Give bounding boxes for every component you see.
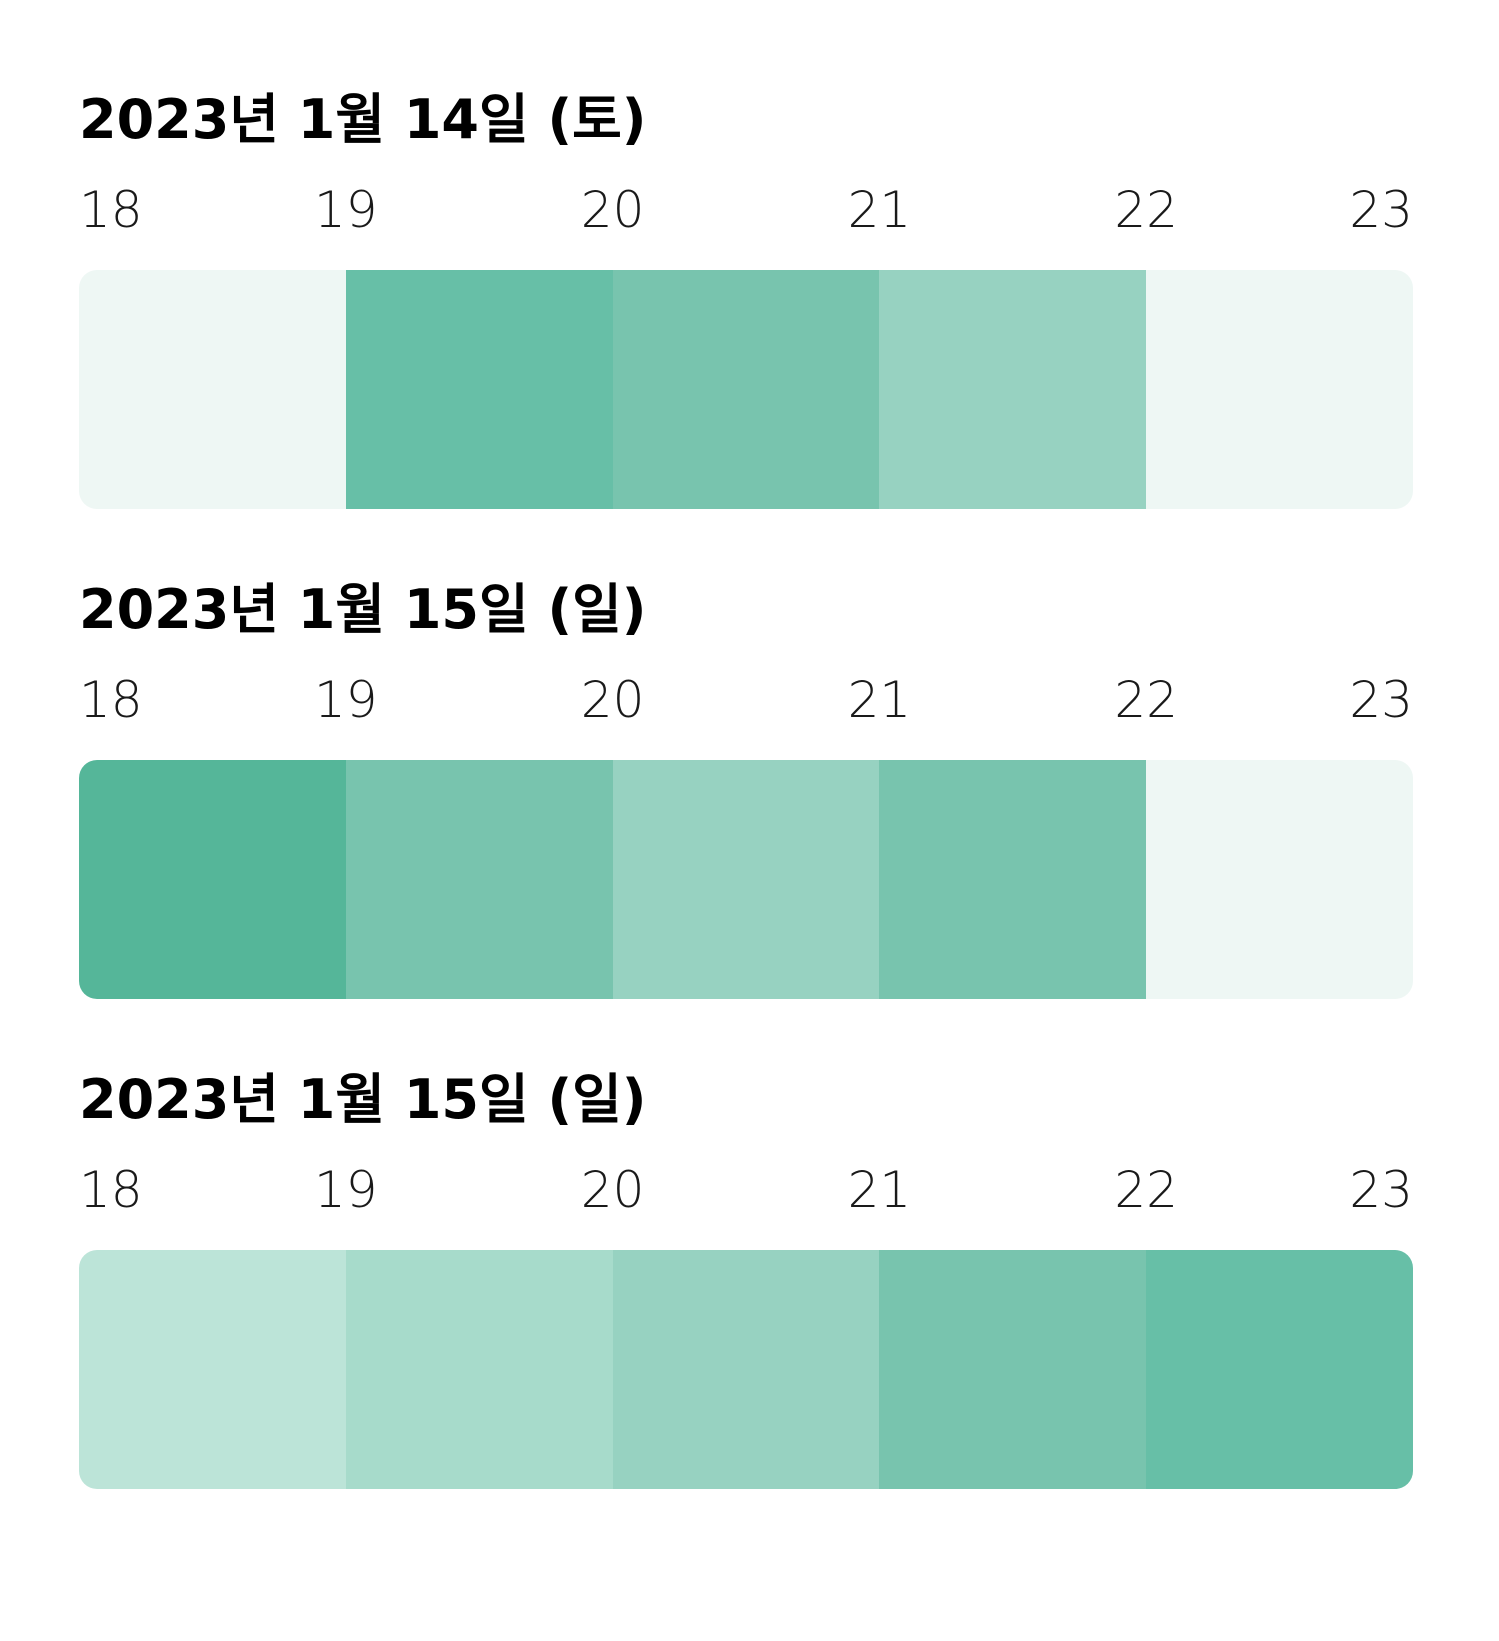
time-slot-19-20[interactable]	[345, 760, 613, 999]
time-slot-21-22[interactable]	[879, 1250, 1147, 1489]
time-slot-18-19[interactable]	[79, 270, 346, 509]
time-slot-20-21[interactable]	[612, 1250, 880, 1489]
time-slot-19-20[interactable]	[345, 1250, 613, 1489]
hour-tick-label: 19	[313, 181, 378, 239]
hour-tick-label: 18	[79, 181, 143, 239]
timeline-bar	[79, 760, 1413, 999]
timeline-bar	[79, 270, 1413, 509]
hour-tick-label: 20	[580, 181, 645, 239]
time-slot-22-23[interactable]	[1146, 270, 1413, 509]
time-slot-19-20[interactable]	[345, 270, 613, 509]
time-slot-18-19[interactable]	[79, 760, 346, 999]
hour-tick-label: 20	[580, 1161, 645, 1219]
hour-tick-label: 21	[847, 181, 912, 239]
hour-tick-label: 22	[1114, 671, 1178, 729]
time-slot-21-22[interactable]	[879, 760, 1147, 999]
day-title: 2023년 1월 15일 (일)	[79, 1068, 647, 1131]
timeline-bar	[79, 1250, 1413, 1489]
time-slot-22-23[interactable]	[1146, 1250, 1413, 1489]
hour-labels: 18 19 20 21 22 23	[79, 180, 1413, 240]
hour-tick-label: 19	[313, 671, 378, 729]
hour-labels: 18 19 20 21 22 23	[79, 670, 1413, 730]
hour-tick-label: 21	[847, 671, 912, 729]
hour-tick-label: 22	[1114, 1161, 1178, 1219]
hour-tick-label: 23	[1349, 671, 1413, 729]
time-slot-20-21[interactable]	[612, 270, 880, 509]
time-slot-21-22[interactable]	[879, 270, 1147, 509]
hour-tick-label: 22	[1114, 181, 1178, 239]
day-title: 2023년 1월 15일 (일)	[79, 578, 647, 641]
day-title: 2023년 1월 14일 (토)	[79, 88, 647, 151]
time-slot-18-19[interactable]	[79, 1250, 346, 1489]
hour-tick-label: 19	[313, 1161, 378, 1219]
hour-tick-label: 23	[1349, 181, 1413, 239]
hour-tick-label: 21	[847, 1161, 912, 1219]
hour-tick-label: 23	[1349, 1161, 1413, 1219]
hour-tick-label: 18	[79, 1161, 143, 1219]
hour-tick-label: 20	[580, 671, 645, 729]
hour-tick-label: 18	[79, 671, 143, 729]
time-slot-22-23[interactable]	[1146, 760, 1413, 999]
time-slot-20-21[interactable]	[612, 760, 880, 999]
hour-labels: 18 19 20 21 22 23	[79, 1160, 1413, 1220]
